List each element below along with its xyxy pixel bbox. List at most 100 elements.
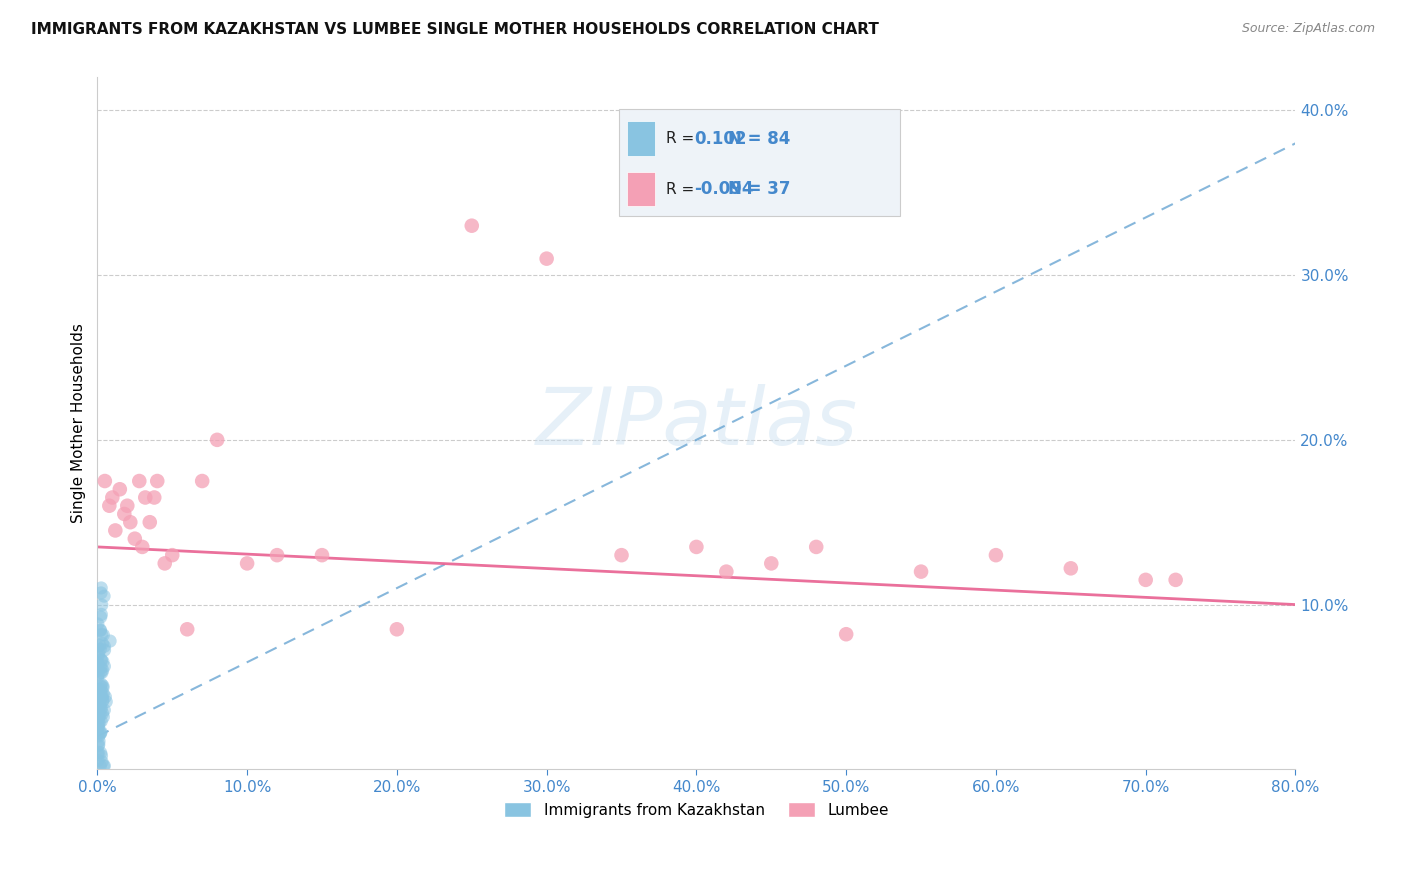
Point bbox=[91, 681, 114, 695]
Point bbox=[87, 617, 110, 632]
Point bbox=[1135, 573, 1157, 587]
Point bbox=[806, 540, 828, 554]
Point bbox=[89, 725, 111, 739]
Point bbox=[1060, 561, 1083, 575]
Point bbox=[93, 759, 115, 773]
Point bbox=[90, 677, 112, 691]
Text: ZIPatlas: ZIPatlas bbox=[536, 384, 858, 462]
Point bbox=[191, 474, 214, 488]
Point bbox=[87, 745, 110, 759]
Point bbox=[104, 524, 127, 538]
Point bbox=[86, 657, 108, 671]
Point bbox=[153, 557, 176, 571]
Y-axis label: Single Mother Households: Single Mother Households bbox=[72, 324, 86, 524]
Point bbox=[160, 548, 183, 562]
Point bbox=[90, 725, 112, 739]
Point bbox=[90, 682, 112, 697]
Point bbox=[89, 695, 111, 709]
Point bbox=[90, 627, 112, 641]
Point bbox=[87, 708, 110, 723]
Point bbox=[128, 474, 150, 488]
Point bbox=[131, 540, 153, 554]
Point bbox=[93, 687, 115, 701]
Point bbox=[87, 708, 110, 723]
Point bbox=[87, 655, 110, 669]
Point bbox=[90, 653, 112, 667]
Point bbox=[90, 598, 112, 612]
Point bbox=[91, 679, 114, 693]
Point bbox=[90, 610, 112, 624]
Text: 0.102: 0.102 bbox=[695, 129, 747, 147]
Point bbox=[835, 627, 858, 641]
Point bbox=[86, 640, 108, 654]
Point bbox=[87, 734, 110, 748]
Point bbox=[89, 716, 111, 731]
Point bbox=[86, 671, 108, 685]
Point bbox=[91, 663, 114, 677]
Bar bbox=[627, 172, 655, 206]
Point bbox=[236, 557, 259, 571]
Point bbox=[94, 690, 117, 704]
Point bbox=[984, 548, 1007, 562]
Point bbox=[90, 665, 112, 680]
Point bbox=[87, 708, 110, 723]
Point bbox=[91, 706, 114, 721]
Point bbox=[93, 710, 115, 724]
Text: R =: R = bbox=[666, 181, 700, 196]
Point bbox=[90, 586, 112, 600]
Point bbox=[87, 754, 110, 768]
Point bbox=[91, 689, 114, 703]
Point bbox=[1164, 573, 1187, 587]
Point bbox=[93, 703, 115, 717]
Point bbox=[124, 532, 146, 546]
Point bbox=[87, 739, 110, 753]
Text: Source: ZipAtlas.com: Source: ZipAtlas.com bbox=[1241, 22, 1375, 36]
Point bbox=[205, 433, 228, 447]
Text: -0.094: -0.094 bbox=[695, 180, 754, 198]
Point bbox=[89, 701, 111, 715]
Point bbox=[98, 499, 121, 513]
Point bbox=[90, 607, 112, 622]
Point bbox=[89, 642, 111, 657]
Point bbox=[90, 714, 112, 729]
Point bbox=[87, 738, 110, 752]
Point bbox=[90, 702, 112, 716]
Point bbox=[761, 557, 783, 571]
Point bbox=[93, 589, 115, 603]
Point bbox=[91, 755, 114, 769]
Point bbox=[91, 694, 114, 708]
Point bbox=[87, 700, 110, 714]
Point bbox=[134, 491, 156, 505]
Point bbox=[89, 707, 111, 722]
Point bbox=[87, 747, 110, 762]
Point bbox=[112, 507, 135, 521]
Point bbox=[117, 499, 139, 513]
Point bbox=[90, 748, 112, 763]
Point bbox=[87, 721, 110, 735]
Point bbox=[108, 483, 131, 497]
Point bbox=[143, 491, 166, 505]
Point bbox=[87, 703, 110, 717]
Point bbox=[93, 640, 115, 654]
Point bbox=[90, 689, 112, 703]
Point bbox=[93, 643, 115, 657]
Point bbox=[91, 655, 114, 669]
Point bbox=[536, 252, 558, 266]
Point bbox=[90, 653, 112, 667]
Point bbox=[86, 718, 108, 732]
Point bbox=[87, 725, 110, 739]
Point bbox=[266, 548, 288, 562]
Point bbox=[93, 628, 115, 642]
Point bbox=[89, 624, 111, 638]
Point bbox=[87, 648, 110, 663]
Point bbox=[90, 661, 112, 675]
Point bbox=[90, 665, 112, 680]
Point bbox=[87, 667, 110, 681]
Point bbox=[87, 682, 110, 697]
Point bbox=[89, 698, 111, 712]
Point bbox=[93, 759, 115, 773]
Point bbox=[139, 515, 162, 529]
Point bbox=[89, 726, 111, 740]
Text: R =: R = bbox=[666, 131, 700, 146]
Point bbox=[610, 548, 633, 562]
